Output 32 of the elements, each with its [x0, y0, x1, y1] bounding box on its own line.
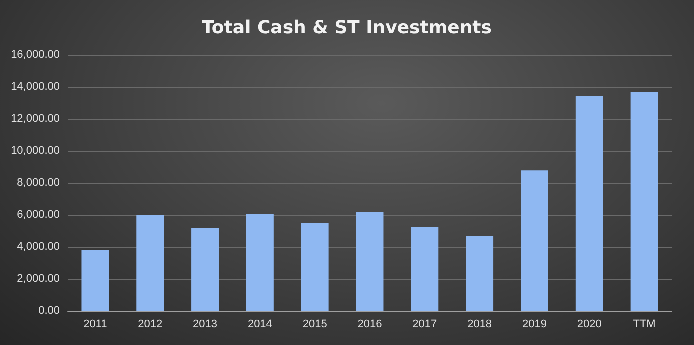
y-tick-label: 10,000.00 [11, 145, 60, 157]
bar [192, 228, 219, 311]
x-tick-label: TTM [633, 318, 656, 330]
chart-title: Total Cash & ST Investments [202, 18, 492, 38]
bar [630, 92, 658, 311]
x-tick-label: 2018 [468, 318, 492, 330]
y-tick-label: 14,000.00 [11, 81, 60, 93]
bar [356, 212, 384, 311]
bar [136, 215, 164, 311]
x-tick-label: 2019 [522, 318, 547, 330]
x-tick-label: 2015 [302, 318, 328, 330]
x-tick-label: 2012 [138, 318, 163, 330]
x-tick-label: 2013 [193, 318, 218, 330]
y-tick-label: 8,000.00 [17, 177, 60, 189]
y-tick-label: 2,000.00 [17, 273, 60, 285]
bar [301, 223, 329, 311]
x-tick-label: 2020 [577, 318, 602, 330]
bar [246, 214, 274, 311]
bar [521, 170, 548, 311]
x-tick-label: 2017 [412, 318, 438, 330]
y-tick-label: 0.00 [38, 305, 60, 317]
x-tick-label: 2016 [358, 318, 382, 330]
bar [411, 227, 439, 311]
y-tick-label: 12,000.00 [11, 113, 60, 125]
bar [466, 236, 494, 311]
y-tick-label: 6,000.00 [17, 209, 60, 221]
x-tick-label: 2011 [84, 318, 108, 330]
y-tick-label: 16,000.00 [11, 49, 60, 61]
y-tick-label: 4,000.00 [17, 241, 60, 253]
bar [82, 250, 110, 311]
bar [576, 96, 604, 311]
x-tick-label: 2014 [248, 318, 272, 330]
